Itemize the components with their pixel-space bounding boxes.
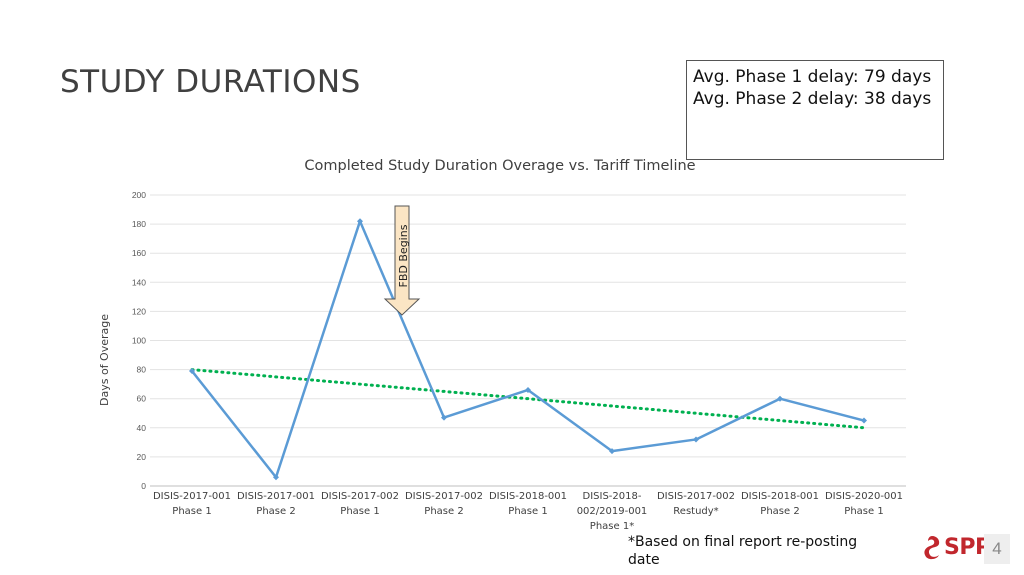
x-tick-label: DISIS-2017-001 Phase 2 — [237, 491, 315, 517]
x-tick-label: DISIS-2017-002 Restudy* — [657, 491, 735, 517]
data-point — [777, 395, 783, 402]
x-tick-label: DISIS-2017-001 Phase 1 — [153, 491, 231, 517]
y-tick-label: 60 — [137, 394, 147, 404]
trendline — [190, 368, 866, 430]
average-delay-box: Avg. Phase 1 delay: 79 days Avg. Phase 2… — [686, 60, 944, 160]
data-point — [861, 417, 867, 424]
page-number: 4 — [984, 534, 1010, 564]
chart-title: Completed Study Duration Overage vs. Tar… — [304, 158, 695, 174]
y-axis-label: Days of Overage — [98, 314, 111, 406]
data-point — [693, 436, 699, 443]
y-tick-label: 40 — [137, 423, 147, 433]
data-point — [525, 386, 531, 393]
x-tick-label: DISIS-2017-002 Phase 1 — [321, 491, 399, 517]
data-point — [357, 218, 363, 225]
data-point — [609, 448, 615, 455]
data-point — [189, 368, 195, 375]
x-tick-label: DISIS-2018-002/2019-001 Phase 1* — [577, 491, 648, 532]
x-tick-label: DISIS-2018-001 Phase 1 — [489, 491, 567, 517]
y-tick-label: 160 — [132, 248, 146, 258]
spp-logo: SPP — [922, 531, 991, 563]
y-tick-label: 120 — [132, 306, 146, 316]
data-point — [273, 474, 279, 481]
y-tick-label: 140 — [132, 277, 146, 287]
footnote: *Based on final report re-posting date — [628, 534, 858, 568]
page-title: STUDY DURATIONS — [60, 64, 361, 100]
spp-logo-mark-icon — [924, 536, 940, 560]
phase2-delay-text: Avg. Phase 2 delay: 38 days — [693, 89, 932, 109]
x-tick-label: DISIS-2018-001 Phase 2 — [741, 491, 819, 517]
y-tick-label: 100 — [132, 336, 146, 346]
x-tick-label: DISIS-2020-001 Phase 1 — [825, 491, 903, 517]
series-line — [191, 219, 865, 479]
x-tick-label: DISIS-2017-002 Phase 2 — [405, 491, 483, 517]
y-tick-label: 0 — [141, 481, 146, 491]
y-tick-label: 80 — [137, 365, 147, 375]
annotation-label: FBD Begins — [397, 224, 410, 287]
y-tick-label: 200 — [132, 190, 146, 200]
y-tick-label: 20 — [137, 452, 147, 462]
phase1-delay-text: Avg. Phase 1 delay: 79 days — [693, 67, 932, 87]
down-arrow-icon — [383, 205, 421, 316]
logo-text: SPP — [944, 534, 991, 560]
y-tick-label: 180 — [132, 219, 146, 229]
data-point — [441, 414, 447, 421]
